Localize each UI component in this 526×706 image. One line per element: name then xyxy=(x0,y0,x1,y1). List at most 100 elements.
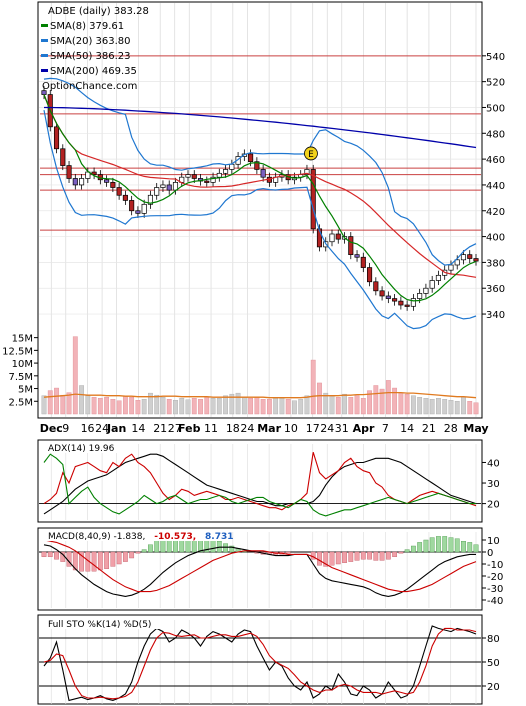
macd-hist-bar-14 xyxy=(129,551,135,559)
candle-62 xyxy=(429,275,435,293)
macd-hist-bar-59 xyxy=(410,545,416,553)
x-label-8: Feb xyxy=(178,422,201,435)
volume-bar-67 xyxy=(461,397,466,415)
x-label-18: 7 xyxy=(382,422,389,435)
volume-bar-40 xyxy=(292,400,297,415)
volume-bar-12 xyxy=(116,400,122,415)
watermark: OptionChance.com xyxy=(42,81,137,92)
volume-bar-20 xyxy=(166,399,172,415)
volume-bar-7 xyxy=(85,395,91,415)
price-tick-label-460: 460 xyxy=(486,155,505,166)
adx-lines--DI xyxy=(43,453,476,517)
volume-bar-10 xyxy=(104,397,110,415)
candle-68 xyxy=(467,250,473,264)
macd-value-2: 8.731 xyxy=(205,532,233,542)
candle-12 xyxy=(116,183,122,200)
candle-18 xyxy=(154,183,160,200)
volume-bar-17 xyxy=(148,392,153,415)
macd-hist-bar-64 xyxy=(442,536,448,553)
sto-lines-%K xyxy=(43,625,477,702)
volume-bar-14 xyxy=(129,397,135,415)
candle-63 xyxy=(435,270,441,285)
sto-ticks-label-50: 50 xyxy=(487,658,500,669)
macd-hist-bar-69 xyxy=(473,544,479,553)
volume-bar-53 xyxy=(373,385,379,415)
volume-bar-47 xyxy=(335,397,341,415)
candle-15 xyxy=(135,206,141,218)
macd-hist-bar-49 xyxy=(348,551,354,562)
volume-bar-3 xyxy=(60,394,66,415)
volume-bar-2 xyxy=(54,387,59,415)
x-label-4: Jan xyxy=(106,422,126,435)
sto-ticks-label-80: 80 xyxy=(487,634,500,645)
macd-hist-bar-10 xyxy=(104,551,110,569)
macd-hist-bar-13 xyxy=(122,551,128,562)
volume-bar-57 xyxy=(398,392,404,415)
candle-27 xyxy=(210,172,216,187)
macd-hist-bar-2 xyxy=(54,551,59,560)
candle-56 xyxy=(392,294,398,306)
legend-item-0: SMA(8) 379.61 xyxy=(50,21,124,32)
x-label-10: 18 xyxy=(226,422,240,435)
candle-43 xyxy=(310,164,316,234)
macd-hist-bar-50 xyxy=(354,551,360,561)
macd-hist-bar-6 xyxy=(79,551,84,572)
macd-hist-bar-39 xyxy=(285,551,291,554)
x-label-17: Apr xyxy=(353,422,375,435)
macd-hist-bar-52 xyxy=(367,551,372,560)
volume-bar-49 xyxy=(348,397,354,415)
sma8-line xyxy=(43,94,477,302)
macd-hist-bar-29 xyxy=(223,543,228,553)
volume-bar-42 xyxy=(304,395,310,415)
price-tick-label-540: 540 xyxy=(486,52,505,63)
volume-bar-61 xyxy=(423,398,429,415)
x-label-15: 24 xyxy=(320,422,334,435)
volume-bar-25 xyxy=(198,399,203,415)
x-label-14: 17 xyxy=(306,422,320,435)
macd-hist-bar-46 xyxy=(329,551,335,566)
volume-bar-18 xyxy=(154,394,160,415)
price-tick-label-520: 520 xyxy=(486,78,505,89)
x-label-16: 31 xyxy=(335,422,349,435)
macd-value-1: -10.573, xyxy=(154,532,196,542)
macd-hist-bar-47 xyxy=(335,551,341,565)
candle-53 xyxy=(373,277,379,296)
volume-bar-59 xyxy=(410,395,416,415)
price-resistance-lines xyxy=(40,55,481,231)
x-label-11: 24 xyxy=(240,422,254,435)
macd-hist-bar-58 xyxy=(404,549,410,553)
macd-ticks-label--20: -20 xyxy=(487,572,503,583)
volume-bar-16 xyxy=(141,399,147,415)
macd-ticks-label--30: -30 xyxy=(487,584,503,595)
candle-52 xyxy=(367,263,373,287)
macd-hist-bar-16 xyxy=(141,549,147,553)
macd-hist-bar-44 xyxy=(317,551,322,566)
candle-0 xyxy=(41,86,47,100)
x-label-13: 10 xyxy=(284,422,298,435)
volume-bar-63 xyxy=(436,398,441,415)
macd-hist-bar-0 xyxy=(41,551,47,557)
candle-49 xyxy=(348,232,354,260)
candle-29 xyxy=(223,164,229,178)
volume-bar-31 xyxy=(235,392,241,415)
candle-66 xyxy=(454,255,460,270)
volume-bar-29 xyxy=(223,395,228,415)
macd-hist-bar-54 xyxy=(379,551,385,561)
volume-bar-11 xyxy=(110,399,116,415)
candle-34 xyxy=(254,157,260,174)
legend-swatch-0 xyxy=(41,24,48,27)
candle-67 xyxy=(460,250,467,265)
volume-bar-21 xyxy=(173,400,178,415)
stochastic-panel: 20 50 80 Full STO %K(14) %D(5) xyxy=(37,614,500,705)
adx-title: ADX(14) 19.96 xyxy=(48,444,115,454)
candle-46 xyxy=(329,229,335,247)
macd-hist-bar-8 xyxy=(91,551,97,572)
macd-hist-bar-45 xyxy=(323,551,329,567)
legend-swatch-2 xyxy=(41,54,48,57)
price-lines xyxy=(43,77,477,330)
volume-bar-27 xyxy=(210,398,216,415)
x-label-12: Mar xyxy=(257,422,281,435)
macd-hist-bar-60 xyxy=(417,542,423,553)
price-tick-label-340: 340 xyxy=(486,310,505,321)
